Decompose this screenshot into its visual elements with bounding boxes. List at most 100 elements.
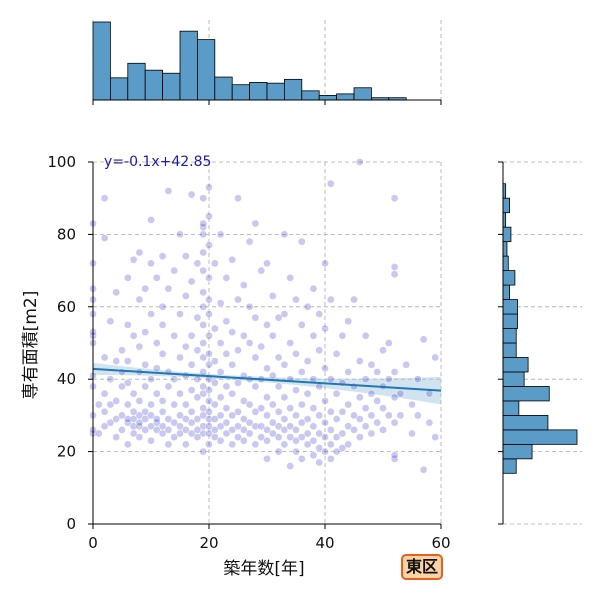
scatter-point bbox=[205, 440, 213, 449]
scatter-point bbox=[367, 360, 376, 369]
scatter-point bbox=[228, 426, 237, 434]
scatter-point bbox=[234, 378, 242, 387]
scatter-point bbox=[263, 411, 271, 420]
scatter-point bbox=[321, 259, 329, 268]
scatter-point bbox=[158, 407, 167, 416]
scatter-point bbox=[199, 353, 208, 362]
scatter-point bbox=[141, 407, 150, 416]
right-hist-bar bbox=[502, 414, 549, 431]
top-hist-bar bbox=[249, 82, 268, 101]
x-tick-label: 20 bbox=[199, 534, 218, 552]
scatter-point bbox=[187, 407, 196, 416]
scatter-point bbox=[176, 411, 184, 420]
scatter-point bbox=[158, 252, 167, 260]
scatter-point bbox=[181, 426, 190, 434]
scatter-point bbox=[210, 415, 219, 423]
scatter-point bbox=[181, 400, 190, 409]
scatter-point bbox=[205, 295, 213, 304]
scatter-point bbox=[187, 331, 196, 340]
scatter-point bbox=[292, 350, 300, 358]
scatter-point bbox=[263, 364, 271, 373]
scatter-point bbox=[106, 418, 115, 427]
scatter-point bbox=[419, 465, 428, 474]
scatter-point bbox=[390, 393, 399, 402]
scatter-point bbox=[234, 346, 242, 355]
scatter-point bbox=[402, 360, 411, 369]
scatter-point bbox=[187, 418, 196, 427]
scatter-point bbox=[234, 433, 242, 441]
scatter-point bbox=[315, 458, 324, 467]
y-tick-label: 0 bbox=[66, 515, 76, 533]
y-tick-label: 40 bbox=[57, 370, 76, 388]
right-hist-bar bbox=[502, 299, 518, 315]
scatter-point bbox=[199, 248, 208, 257]
scatter-point bbox=[176, 353, 184, 362]
scatter-point bbox=[112, 397, 121, 405]
scatter-point bbox=[268, 400, 277, 409]
scatter-point bbox=[280, 426, 289, 434]
scatter-point bbox=[321, 324, 329, 333]
scatter-point bbox=[315, 310, 324, 318]
scatter-point bbox=[257, 342, 266, 351]
scatter-point bbox=[147, 375, 155, 384]
scatter-point bbox=[193, 375, 202, 384]
scatter-point bbox=[268, 292, 277, 300]
scatter-point bbox=[210, 426, 219, 434]
scatter-point bbox=[181, 342, 190, 351]
scatter-point bbox=[100, 353, 109, 362]
scatter-point bbox=[350, 382, 358, 391]
scatter-point bbox=[170, 331, 179, 340]
scatter-point bbox=[425, 418, 434, 427]
scatter-point bbox=[164, 440, 173, 449]
scatter-point bbox=[286, 273, 295, 282]
right-hist-bar bbox=[502, 386, 550, 402]
scatter-point bbox=[344, 422, 353, 431]
scatter-point bbox=[152, 389, 161, 398]
scatter-point bbox=[135, 411, 144, 420]
scatter-point bbox=[205, 360, 213, 369]
scatter-point bbox=[384, 411, 393, 420]
top-hist-bar bbox=[301, 90, 320, 101]
scatter-point bbox=[228, 255, 237, 264]
scatter-point bbox=[158, 321, 167, 329]
scatter-point bbox=[216, 339, 225, 347]
scatter-point bbox=[274, 353, 283, 362]
scatter-point bbox=[280, 415, 289, 423]
scatter-point bbox=[390, 368, 399, 376]
scatter-point bbox=[396, 389, 405, 398]
scatter-point bbox=[263, 436, 271, 445]
scatter-point bbox=[205, 386, 213, 394]
scatter-point bbox=[315, 429, 324, 438]
scatter-point bbox=[129, 331, 138, 340]
scatter-point bbox=[344, 400, 353, 409]
right-hist-bar bbox=[502, 313, 518, 329]
scatter-point bbox=[181, 292, 190, 300]
scatter-point bbox=[251, 407, 260, 416]
top-hist-bar bbox=[318, 95, 338, 101]
scatter-point bbox=[355, 158, 364, 166]
top-hist-bar bbox=[214, 76, 233, 101]
scatter-point bbox=[199, 339, 208, 347]
scatter-point bbox=[239, 415, 248, 423]
scatter-point bbox=[152, 273, 161, 282]
scatter-point bbox=[210, 378, 219, 387]
scatter-point bbox=[147, 400, 155, 409]
scatter-point bbox=[425, 389, 434, 398]
scatter-point bbox=[384, 375, 393, 384]
scatter-point bbox=[286, 462, 295, 470]
scatter-point bbox=[350, 426, 358, 434]
scatter-point bbox=[326, 454, 335, 463]
scatter-point bbox=[286, 339, 295, 347]
right-hist-bar bbox=[502, 197, 511, 214]
scatter-point bbox=[274, 407, 283, 416]
scatter-point bbox=[205, 241, 213, 250]
scatter-point bbox=[141, 382, 150, 391]
scatter-point bbox=[408, 400, 416, 409]
scatter-point bbox=[263, 454, 271, 463]
scatter-point bbox=[413, 411, 422, 420]
scatter-point bbox=[234, 422, 242, 431]
scatter-point bbox=[123, 321, 132, 329]
scatter-point bbox=[245, 429, 254, 438]
scatter-point bbox=[390, 451, 399, 460]
scatter-point bbox=[326, 295, 335, 304]
